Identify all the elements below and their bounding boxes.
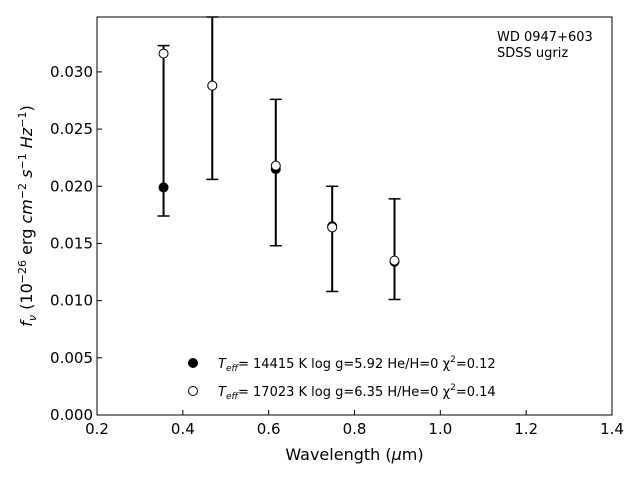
x-tick-label: 1.4 [600, 420, 624, 438]
annotation-object-name: WD 0947+603 [497, 30, 593, 45]
y-tick-label: 0.025 [50, 120, 93, 138]
y-tick-label: 0.005 [50, 349, 93, 367]
y-tick-label: 0.030 [50, 63, 93, 81]
axis-ticks: 0.2 0.4 0.6 0.8 1.0 1.2 1.4 0.000 0.005 0.010 0.01… [50, 63, 624, 438]
y-tick-label: 0.015 [50, 234, 93, 252]
x-tick-label: 0.4 [171, 420, 195, 438]
y-axis-label: fν (10−26 erg cm−2 s−1 Hz−1) [16, 105, 39, 326]
model-point-open [270, 160, 281, 171]
model-point-open [158, 48, 169, 59]
model-point-open [327, 222, 338, 233]
legend-label-open: Teff= 17023 K log g=6.35 H/He=0 χ2=0.14 [218, 383, 496, 402]
y-tick-label: 0.010 [50, 292, 93, 310]
x-tick-label: 0.6 [257, 420, 281, 438]
data-layer [157, 16, 401, 301]
x-tick-label: 1.2 [514, 420, 538, 438]
legend-marker-filled [188, 358, 198, 368]
x-axis-label: Wavelength (μm) [285, 445, 423, 464]
legend-label-filled: Teff= 14415 K log g=5.92 He/H=0 χ2=0.12 [218, 355, 496, 374]
plot-frame [96, 16, 613, 416]
legend: Teff= 14415 K log g=5.92 He/H=0 χ2=0.12 … [188, 355, 496, 402]
x-tick-label: 1.0 [428, 420, 452, 438]
legend-marker-open [188, 386, 198, 396]
x-tick-label: 0.2 [85, 420, 109, 438]
annotation-survey: SDSS ugriz [497, 46, 568, 61]
model-point-filled [158, 182, 169, 193]
y-tick-label: 0.020 [50, 177, 93, 195]
y-tick-label: 0.000 [50, 406, 93, 424]
x-tick-label: 0.8 [343, 420, 367, 438]
model-point-open [207, 80, 218, 91]
model-point-open [389, 255, 400, 266]
